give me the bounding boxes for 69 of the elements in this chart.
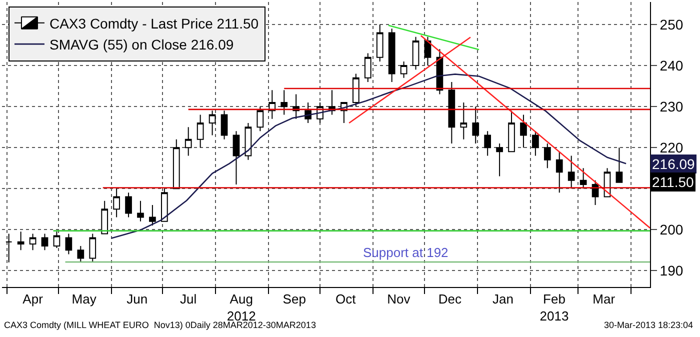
candlestick [460,102,468,140]
candlestick [544,142,551,169]
candlestick [532,130,539,156]
x-tick-label: Oct [336,292,356,307]
candlestick [89,233,96,263]
y-tick-label: 220 [660,139,684,156]
candlestick [400,60,408,78]
candlestick [496,142,503,177]
y-tick-label: 240 [660,57,684,74]
y-tick-label: 200 [660,221,684,238]
candlestick [232,130,240,185]
candlestick [568,155,575,190]
candlestick [244,122,252,160]
candlestick [364,52,372,82]
candlestick [208,110,216,136]
candlestick [65,233,72,255]
candlestick [424,36,432,66]
candlestick [41,233,48,251]
candlestick [508,110,515,152]
annotation: 211.50 [652,174,694,190]
x-tick-label: Jul [180,292,197,307]
candlestick [125,192,132,218]
candlestick [556,151,563,194]
candlestick [616,147,623,183]
annotation: 216.09 [652,156,696,172]
candlestick [376,24,384,62]
candlestick [5,233,12,263]
x-tick-label: Feb 2013 [540,292,569,324]
candlestick [149,204,156,226]
candlestick [520,114,527,148]
candlestick [172,138,180,190]
candlestick [53,231,60,249]
legend-label: CAX3 Comdty - Last Price 211.50 [49,15,259,32]
candlestick [113,188,120,218]
candlestick [352,73,360,108]
y-tick-label: 250 [660,16,684,32]
candlestick [29,233,36,251]
candlestick [412,36,420,70]
candlestick [161,188,168,222]
candlestick [472,106,480,144]
x-tick-label: Mar [592,292,616,307]
candlestick [184,126,192,156]
candlestick [280,90,288,116]
candlestick [77,245,84,263]
candlestick [256,106,264,132]
y-tick-label: 230 [660,98,684,114]
x-tick-label: Jan [492,292,514,307]
candlestick [196,114,204,148]
x-tick-label: Apr [22,292,44,307]
candlestick [580,168,587,190]
candlestick [388,28,396,82]
y-tick-label: 190 [660,262,684,278]
candlestick [101,200,108,234]
legend-label: SMAVG (55) on Close 216.09 [49,36,234,53]
x-tick-label: Nov [387,292,411,307]
annotation: Support at 192 [363,245,448,260]
candlestick [448,81,456,144]
line-series [110,74,627,239]
candlestick [137,200,144,222]
x-tick-label: Dec [438,292,462,307]
candlestick [220,110,228,140]
x-tick-label: Sep [282,292,306,307]
text: 30-Mar-2013 18:23:04 [604,320,694,330]
x-tick-label: May [72,292,97,307]
candlestick [268,90,276,120]
x-tick-label: Jun [126,292,148,307]
text: CAX3 Comdty (MILL WHEAT EURO Nov13) 0Daily 28MAR2012-30MAR2013 [4,320,316,330]
candlestick [484,130,491,156]
candlestick [17,231,24,251]
